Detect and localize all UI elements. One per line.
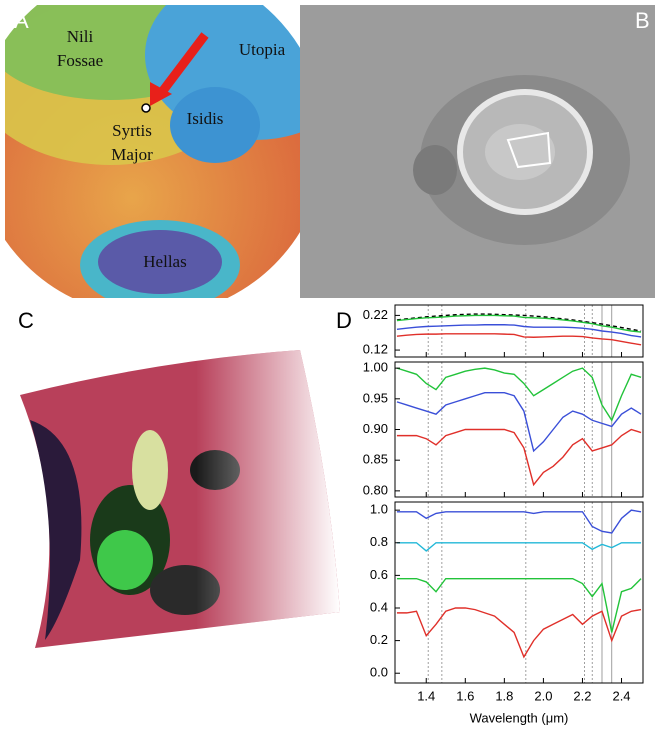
y-tick-label: 1.0 <box>370 502 388 517</box>
panel-label: D <box>336 308 352 333</box>
x-tick-label: 1.8 <box>495 688 513 703</box>
spectrum-line <box>397 393 641 451</box>
spectrum-line <box>397 579 641 633</box>
spectrum-line <box>397 315 641 332</box>
y-tick-label: 0.80 <box>363 482 388 497</box>
place-label: Isidis <box>187 109 224 128</box>
x-tick-label: 1.4 <box>417 688 435 703</box>
crater-image <box>300 5 655 298</box>
spectrum-line <box>397 543 641 551</box>
y-tick-label: 0.2 <box>370 632 388 647</box>
y-tick-label: 1.00 <box>363 360 388 375</box>
place-label: Hellas <box>143 252 186 271</box>
x-axis-label: Wavelength (μm) <box>470 710 569 725</box>
spectrum-line <box>397 368 641 420</box>
y-tick-label: 0.90 <box>363 421 388 436</box>
x-tick-label: 2.0 <box>534 688 552 703</box>
x-tick-label: 2.2 <box>573 688 591 703</box>
figure: 0.12 0.22 1.00 0.95 0.90 0.85 0.80 1.0 0.8 0.6 0.4… <box>0 0 659 732</box>
spectrum-line <box>397 510 641 533</box>
plot-frame <box>395 502 643 683</box>
y-tick-label: 0.12 <box>363 342 388 357</box>
panel-label: A <box>14 8 29 33</box>
y-tick-label: 0.22 <box>363 307 388 322</box>
panel-label: B <box>635 8 650 33</box>
spectrum-line <box>397 608 641 657</box>
x-tick-label: 1.6 <box>456 688 474 703</box>
spectrum-line <box>397 430 641 485</box>
plot-frame <box>395 362 643 497</box>
composite-image <box>20 350 340 648</box>
y-tick-label: 0.95 <box>363 390 388 405</box>
panel-label: C <box>18 308 34 333</box>
y-tick-label: 0.85 <box>363 452 388 467</box>
y-tick-label: 0.4 <box>370 599 388 614</box>
spectra: 0.12 0.22 1.00 0.95 0.90 0.85 0.80 1.0 0.8 0.6 0.4… <box>363 305 643 725</box>
y-tick-label: 0.8 <box>370 534 388 549</box>
y-tick-label: 0.0 <box>370 665 388 680</box>
x-tick-label: 2.4 <box>612 688 630 703</box>
y-tick-label: 0.6 <box>370 567 388 582</box>
place-label: Utopia <box>239 40 286 59</box>
spectrum-line <box>397 334 641 345</box>
